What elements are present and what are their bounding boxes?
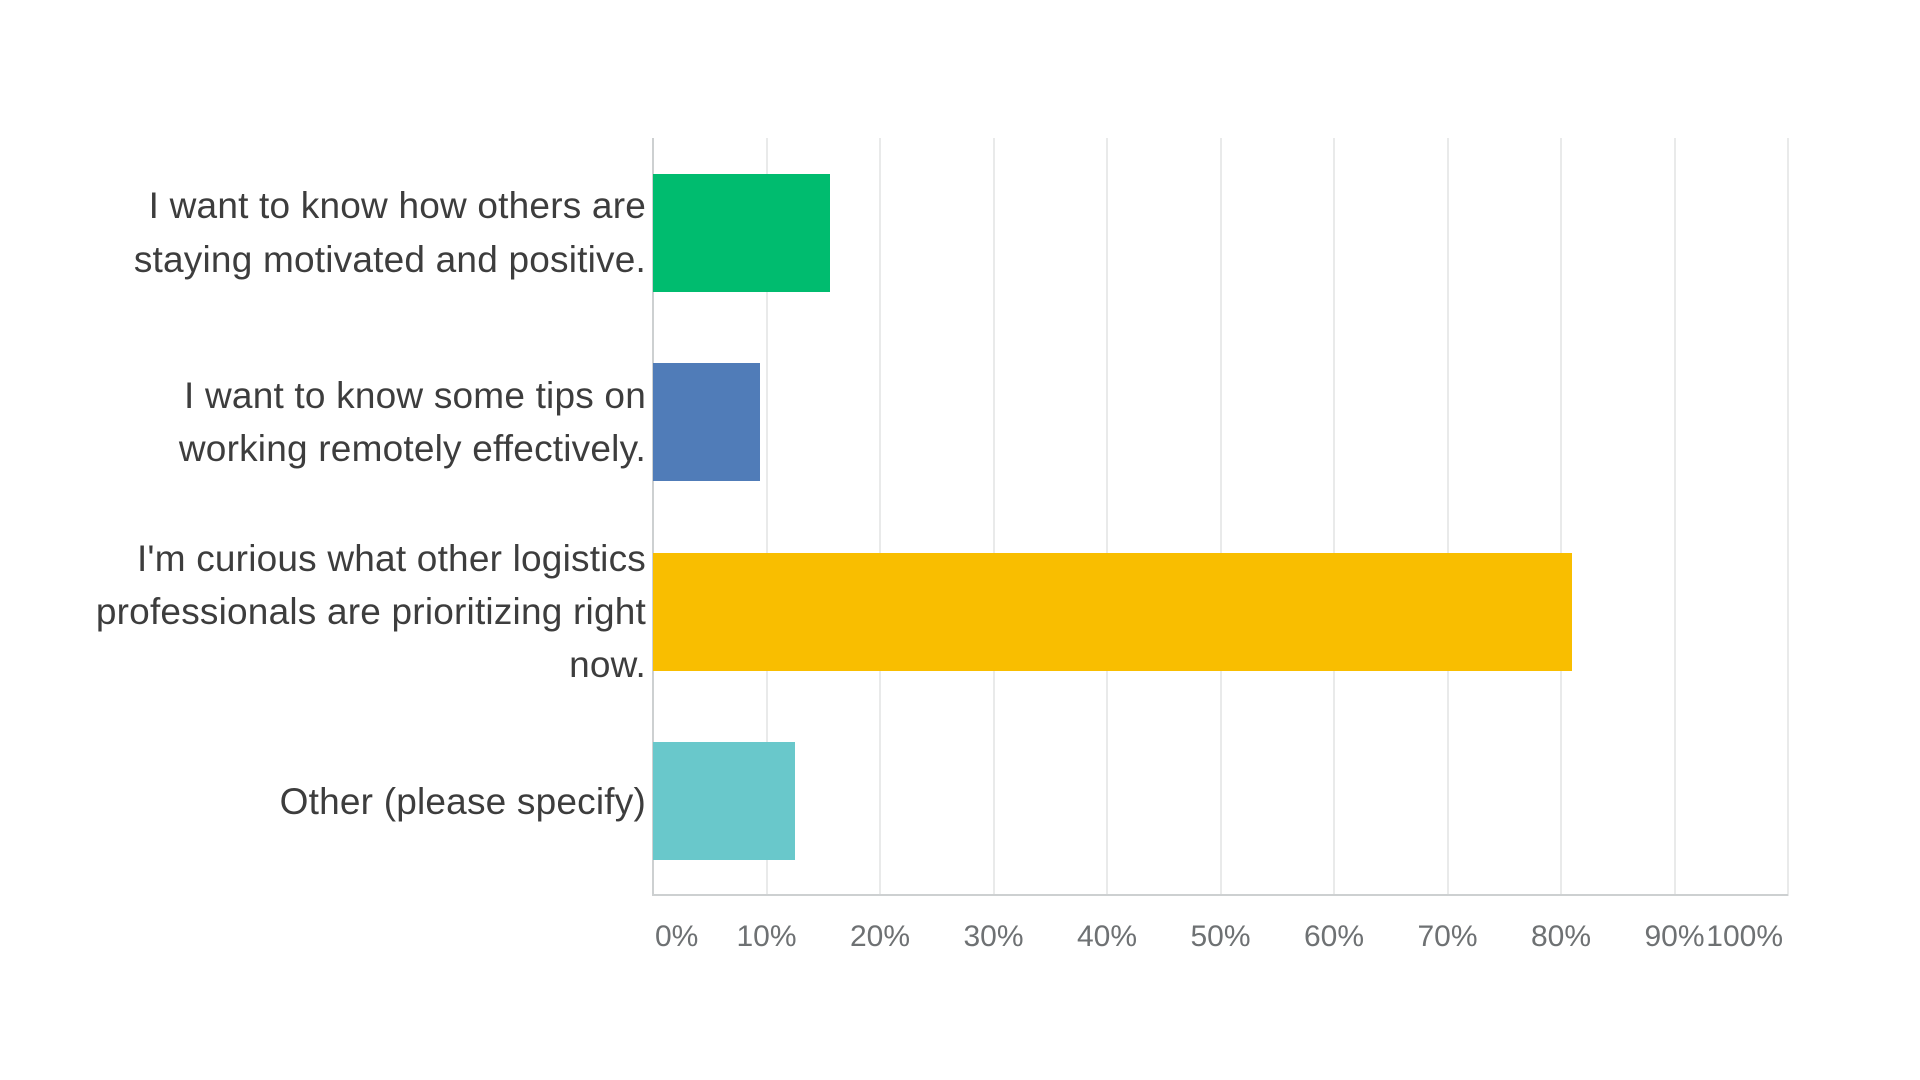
- bar: [653, 173, 831, 292]
- gridline: [1787, 138, 1789, 896]
- gridline: [1106, 138, 1108, 896]
- gridline: [1673, 138, 1676, 896]
- category-label: I want to know how others are staying mo…: [133, 185, 646, 280]
- bar-row: [653, 138, 1788, 328]
- bar-row: [653, 517, 1788, 707]
- x-tick-label: 100%: [1706, 920, 1783, 953]
- x-tick-label: 30%: [963, 920, 1024, 953]
- category-label: Other (please specify): [279, 780, 646, 822]
- x-tick-label: 20%: [849, 920, 911, 953]
- bar-row: [653, 707, 1788, 897]
- category-label: I want to know some tips on working remo…: [178, 374, 646, 470]
- gridline: [1446, 138, 1449, 896]
- gridline: [1333, 138, 1335, 896]
- x-tick-label: 50%: [1190, 920, 1251, 953]
- bar-row: [653, 328, 1788, 518]
- x-tick-label: 10%: [736, 920, 797, 953]
- gridline: [992, 138, 995, 896]
- x-tick-label: 90%: [1644, 920, 1705, 953]
- bar: [653, 363, 760, 482]
- gridline: [879, 138, 881, 896]
- plot-area: [652, 138, 1789, 896]
- bar: [653, 552, 1573, 671]
- x-tick-label: 40%: [1076, 920, 1138, 953]
- gridline: [765, 138, 768, 896]
- x-tick-label: 80%: [1530, 920, 1592, 953]
- y-axis-line: [652, 138, 654, 896]
- bar: [653, 742, 795, 861]
- category-labels: I want to know how others are staying mo…: [60, 138, 646, 896]
- x-tick-label: 70%: [1417, 920, 1478, 953]
- gridline: [1219, 138, 1222, 896]
- gridline: [1560, 138, 1562, 896]
- x-tick-label: 60%: [1303, 920, 1365, 953]
- x-axis-line: [653, 894, 1788, 896]
- x-tick-label: 0%: [655, 920, 699, 953]
- category-label: I'm curious what other logistics profess…: [95, 537, 646, 686]
- bars: [653, 138, 1788, 896]
- x-axis-tick-labels: 0% 10% 20% 30% 40% 50% 60% 70% 80% 90% 100%: [653, 920, 1788, 964]
